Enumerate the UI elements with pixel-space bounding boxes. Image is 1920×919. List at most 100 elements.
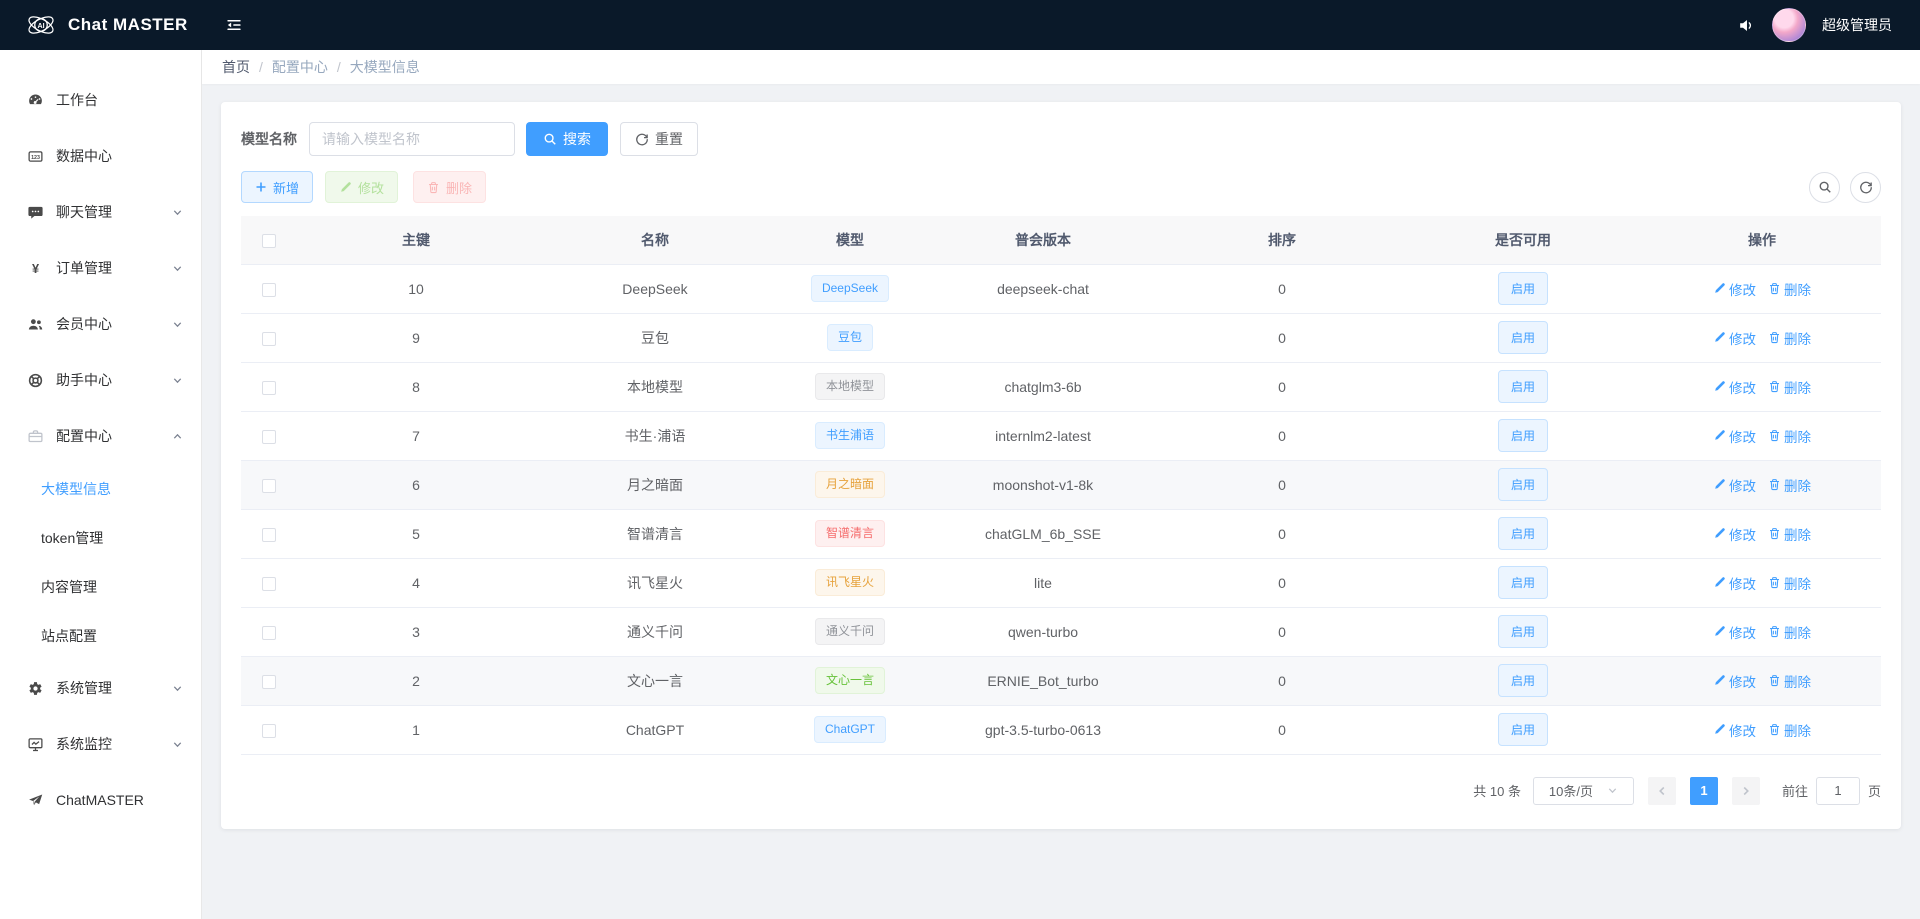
sidebar-item-entry[interactable]: 聊天管理 [0,184,201,240]
edit-link[interactable]: 修改 [1713,328,1756,348]
sidebar-fold-icon[interactable] [224,15,244,35]
row-checkbox[interactable] [262,527,276,542]
pagination-total: 共 10 条 [1473,784,1521,799]
order-yen-icon: ¥ [26,259,44,277]
members-icon [26,315,44,333]
refresh-table-button[interactable] [1850,171,1881,203]
sidebar-item-entry[interactable]: 工作台 [0,72,201,128]
row-checkbox[interactable] [262,478,276,493]
sidebar-item-entry[interactable]: 系统监控 [0,716,201,772]
prev-page-button[interactable] [1647,776,1676,805]
select-all-checkbox[interactable] [262,233,276,248]
user-avatar[interactable] [1772,8,1806,42]
cell-version: deepseek-chat [925,264,1161,314]
status-badge: 启用 [1497,321,1548,354]
cell-id: 1 [297,705,535,755]
row-checkbox[interactable] [262,429,276,444]
chevron-down-icon [172,207,183,218]
model-tag: 本地模型 [814,373,885,400]
delete-link[interactable]: 删除 [1768,671,1811,691]
table-row[interactable]: 2 文心一言 文心一言 ERNIE_Bot_turbo 0 启用 修改 删除 [241,656,1881,706]
table-row[interactable]: 4 讯飞星火 讯飞星火 lite 0 启用 修改 删除 [241,558,1881,608]
sidebar-item-entry[interactable]: 会员中心 [0,296,201,352]
row-checkbox[interactable] [262,723,276,738]
breadcrumb-home[interactable]: 首页 [222,59,250,75]
show-search-button[interactable] [1809,171,1840,203]
volume-icon[interactable] [1737,16,1756,35]
table-row[interactable]: 1 ChatGPT ChatGPT gpt-3.5-turbo-0613 0 启用 修改 删除 [241,705,1881,755]
table-row[interactable]: 9 豆包 豆包 0 启用 修改 删除 [241,313,1881,363]
status-badge: 启用 [1497,468,1548,501]
row-checkbox[interactable] [262,625,276,640]
cell-id: 9 [297,313,535,363]
user-name[interactable]: 超级管理员 [1822,17,1892,33]
table-row[interactable]: 8 本地模型 本地模型 chatglm3-6b 0 启用 修改 删除 [241,362,1881,412]
page-number-button[interactable]: 1 [1689,776,1718,805]
sidebar-item-entry[interactable]: 配置中心 [0,408,201,464]
next-page-button[interactable] [1731,776,1760,805]
edit-link[interactable]: 修改 [1713,426,1756,446]
delete-link[interactable]: 删除 [1768,573,1811,593]
edit-link[interactable]: 修改 [1713,720,1756,740]
svg-text:¥: ¥ [31,260,39,275]
search-button[interactable]: 搜索 [526,122,608,156]
row-checkbox[interactable] [262,282,276,297]
delete-link[interactable]: 删除 [1768,622,1811,642]
table-row[interactable]: 10 DeepSeek DeepSeek deepseek-chat 0 启用 修改 删除 [241,264,1881,314]
table-row[interactable]: 6 月之暗面 月之暗面 moonshot-v1-8k 0 启用 修改 删除 [241,460,1881,510]
sidebar-item-entry[interactable]: ¥ 订单管理 [0,240,201,296]
delete-link[interactable]: 删除 [1768,524,1811,544]
page-size-select[interactable]: 10条/页 [1532,776,1634,805]
sidebar-item-active[interactable]: 大模型信息 [0,464,201,513]
delete-link[interactable]: 删除 [1768,426,1811,446]
delete-link[interactable]: 删除 [1768,377,1811,397]
table-row[interactable]: 3 通义千问 通义千问 qwen-turbo 0 启用 修改 删除 [241,607,1881,657]
row-checkbox[interactable] [262,576,276,591]
pencil-icon [339,181,352,194]
sidebar-item-entry[interactable]: token管理 [0,513,201,562]
edit-button[interactable]: 修改 [325,171,399,203]
sidebar-item-entry[interactable]: 系统管理 [0,660,201,716]
sidebar: 工作台 123 数据中心 聊天管理 ¥ 订单管理会员中心 助手中心 配置中心 大模型信息 toke… [0,50,202,919]
delete-link[interactable]: 删除 [1768,720,1811,740]
column-header: 模型 [775,216,925,265]
cell-version: internlm2-latest [925,411,1161,461]
assistant-icon [26,371,44,389]
model-tag: DeepSeek [810,275,890,302]
edit-link[interactable]: 修改 [1713,279,1756,299]
edit-link[interactable]: 修改 [1713,573,1756,593]
reset-button[interactable]: 重置 [620,122,698,156]
edit-link[interactable]: 修改 [1713,671,1756,691]
sidebar-item-entry[interactable]: ChatMASTER [0,772,201,828]
sidebar-item-entry[interactable]: 站点配置 [0,611,201,660]
sidebar-item-label: 系统监控 [56,736,112,752]
goto-page-input[interactable] [1815,776,1860,805]
add-button[interactable]: 新增 [241,171,314,203]
sidebar-item-entry[interactable]: 内容管理 [0,562,201,611]
edit-link[interactable]: 修改 [1713,377,1756,397]
row-checkbox[interactable] [262,674,276,689]
pencil-icon [1713,478,1726,491]
edit-link[interactable]: 修改 [1713,524,1756,544]
cell-name: 讯飞星火 [535,558,775,608]
row-checkbox[interactable] [262,380,276,395]
cell-name: 文心一言 [535,656,775,706]
sidebar-item-entry[interactable]: 助手中心 [0,352,201,408]
model-list-card: 模型名称 搜索 重置 新增 修改 [221,102,1901,829]
sidebar-item-entry[interactable]: 123 数据中心 [0,128,201,184]
table-row[interactable]: 7 书生·浦语 书生浦语 internlm2-latest 0 启用 修改 删除 [241,411,1881,461]
model-name-input[interactable] [309,122,515,156]
delete-link[interactable]: 删除 [1768,328,1811,348]
delete-link[interactable]: 删除 [1768,279,1811,299]
row-checkbox[interactable] [262,331,276,346]
delete-link[interactable]: 删除 [1768,475,1811,495]
breadcrumb-item[interactable]: 配置中心 [271,59,328,75]
trash-icon [1768,576,1781,589]
system-gear-icon [26,679,44,697]
sidebar-item-label: 订单管理 [56,260,112,276]
edit-link[interactable]: 修改 [1713,475,1756,495]
table-row[interactable]: 5 智谱清言 智谱清言 chatGLM_6b_SSE 0 启用 修改 删除 [241,509,1881,559]
delete-button[interactable]: 删除 [413,171,487,203]
svg-text:AI: AI [37,22,44,30]
edit-link[interactable]: 修改 [1713,622,1756,642]
